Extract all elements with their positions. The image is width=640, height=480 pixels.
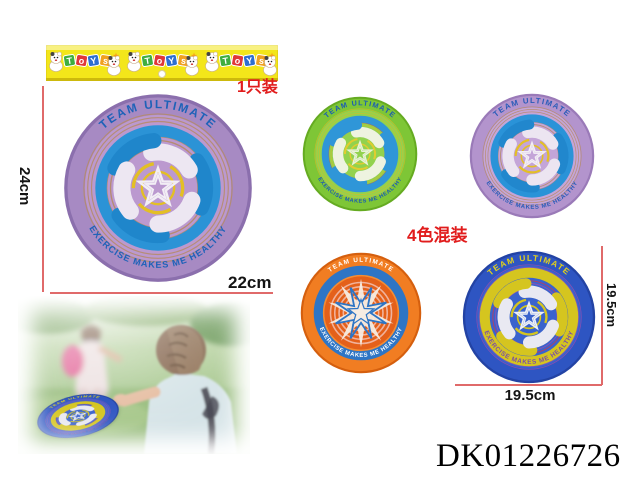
svg-text:Y: Y — [246, 55, 254, 66]
svg-text:T: T — [222, 55, 229, 66]
dimension-line-24cm — [42, 86, 44, 292]
svg-text:Y: Y — [90, 55, 98, 66]
svg-text:T: T — [144, 55, 151, 66]
svg-text:o: o — [156, 55, 163, 66]
svg-text:s: s — [102, 55, 109, 66]
frisbee-small-purple: TEAM ULTIMATE EXERCISE MAKES ME HEALTHY — [469, 93, 595, 219]
dimension-label-195cm-v: 19.5cm — [604, 283, 619, 328]
frisbee-orange: TEAM ULTIMATE EXERCISE MAKES ME HEALTHY — [300, 252, 422, 374]
dimension-line-195cm-v — [601, 246, 603, 385]
frisbee-large-purple: TEAM ULTIMATE EXERCISE MAKES ME HEALTHY — [63, 93, 253, 283]
dimension-label-195cm-h: 19.5cm — [504, 387, 556, 404]
svg-text:s: s — [258, 55, 265, 66]
product-code: DK01226726 — [436, 438, 621, 474]
svg-text:T: T — [66, 55, 73, 66]
dimension-label-24cm: 24cm — [16, 167, 33, 206]
dimension-label-22cm: 22cm — [228, 273, 272, 292]
dimension-line-195cm-h — [455, 384, 602, 386]
dimension-line-22cm — [50, 292, 273, 294]
single-pack-label: 1只装 — [237, 79, 278, 96]
svg-text:o: o — [234, 55, 241, 66]
frisbee-green: TEAM ULTIMATE EXERCISE MAKES ME HEALTHY — [302, 96, 418, 212]
lifestyle-photo: TEAM ULTIMATE EXERCISE MAKES ME HEALTHY — [18, 296, 250, 454]
svg-text:s: s — [180, 55, 187, 66]
svg-text:o: o — [78, 55, 85, 66]
svg-text:Y: Y — [168, 55, 176, 66]
frisbee-blue: TEAM ULTIMATE EXERCISE MAKES ME HEALTHY — [462, 250, 596, 384]
mixed-pack-label: 4色混装 — [407, 226, 468, 245]
